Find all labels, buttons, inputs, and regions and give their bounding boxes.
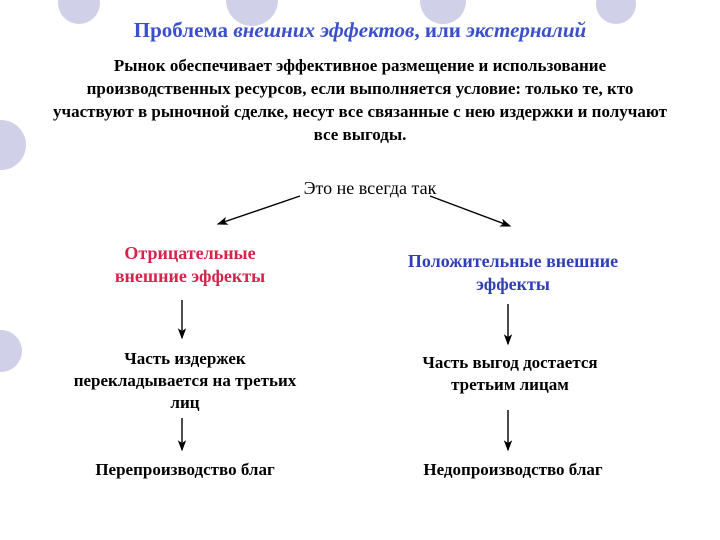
title-part1: Проблема	[134, 18, 234, 42]
positive-effects-desc: Часть выгод достается третьим лицам	[400, 352, 620, 396]
negative-effects-desc: Часть издержек перекладывается на третьи…	[60, 348, 310, 414]
arrow	[430, 196, 510, 226]
negative-effects-result: Перепроизводство благ	[70, 460, 300, 480]
slide-subtitle: Рынок обеспечивает эффективное размещени…	[0, 43, 720, 147]
title-part4: экстерналий	[466, 18, 586, 42]
negative-effects-title: Отрицательные внешние эффекты	[90, 242, 290, 287]
positive-effects-title: Положительные внешние эффекты	[398, 250, 628, 295]
decorative-circle	[0, 330, 22, 372]
arrow	[218, 196, 300, 224]
positive-effects-result: Недопроизводство благ	[398, 460, 628, 480]
mid-text: Это не всегда так	[280, 178, 460, 199]
